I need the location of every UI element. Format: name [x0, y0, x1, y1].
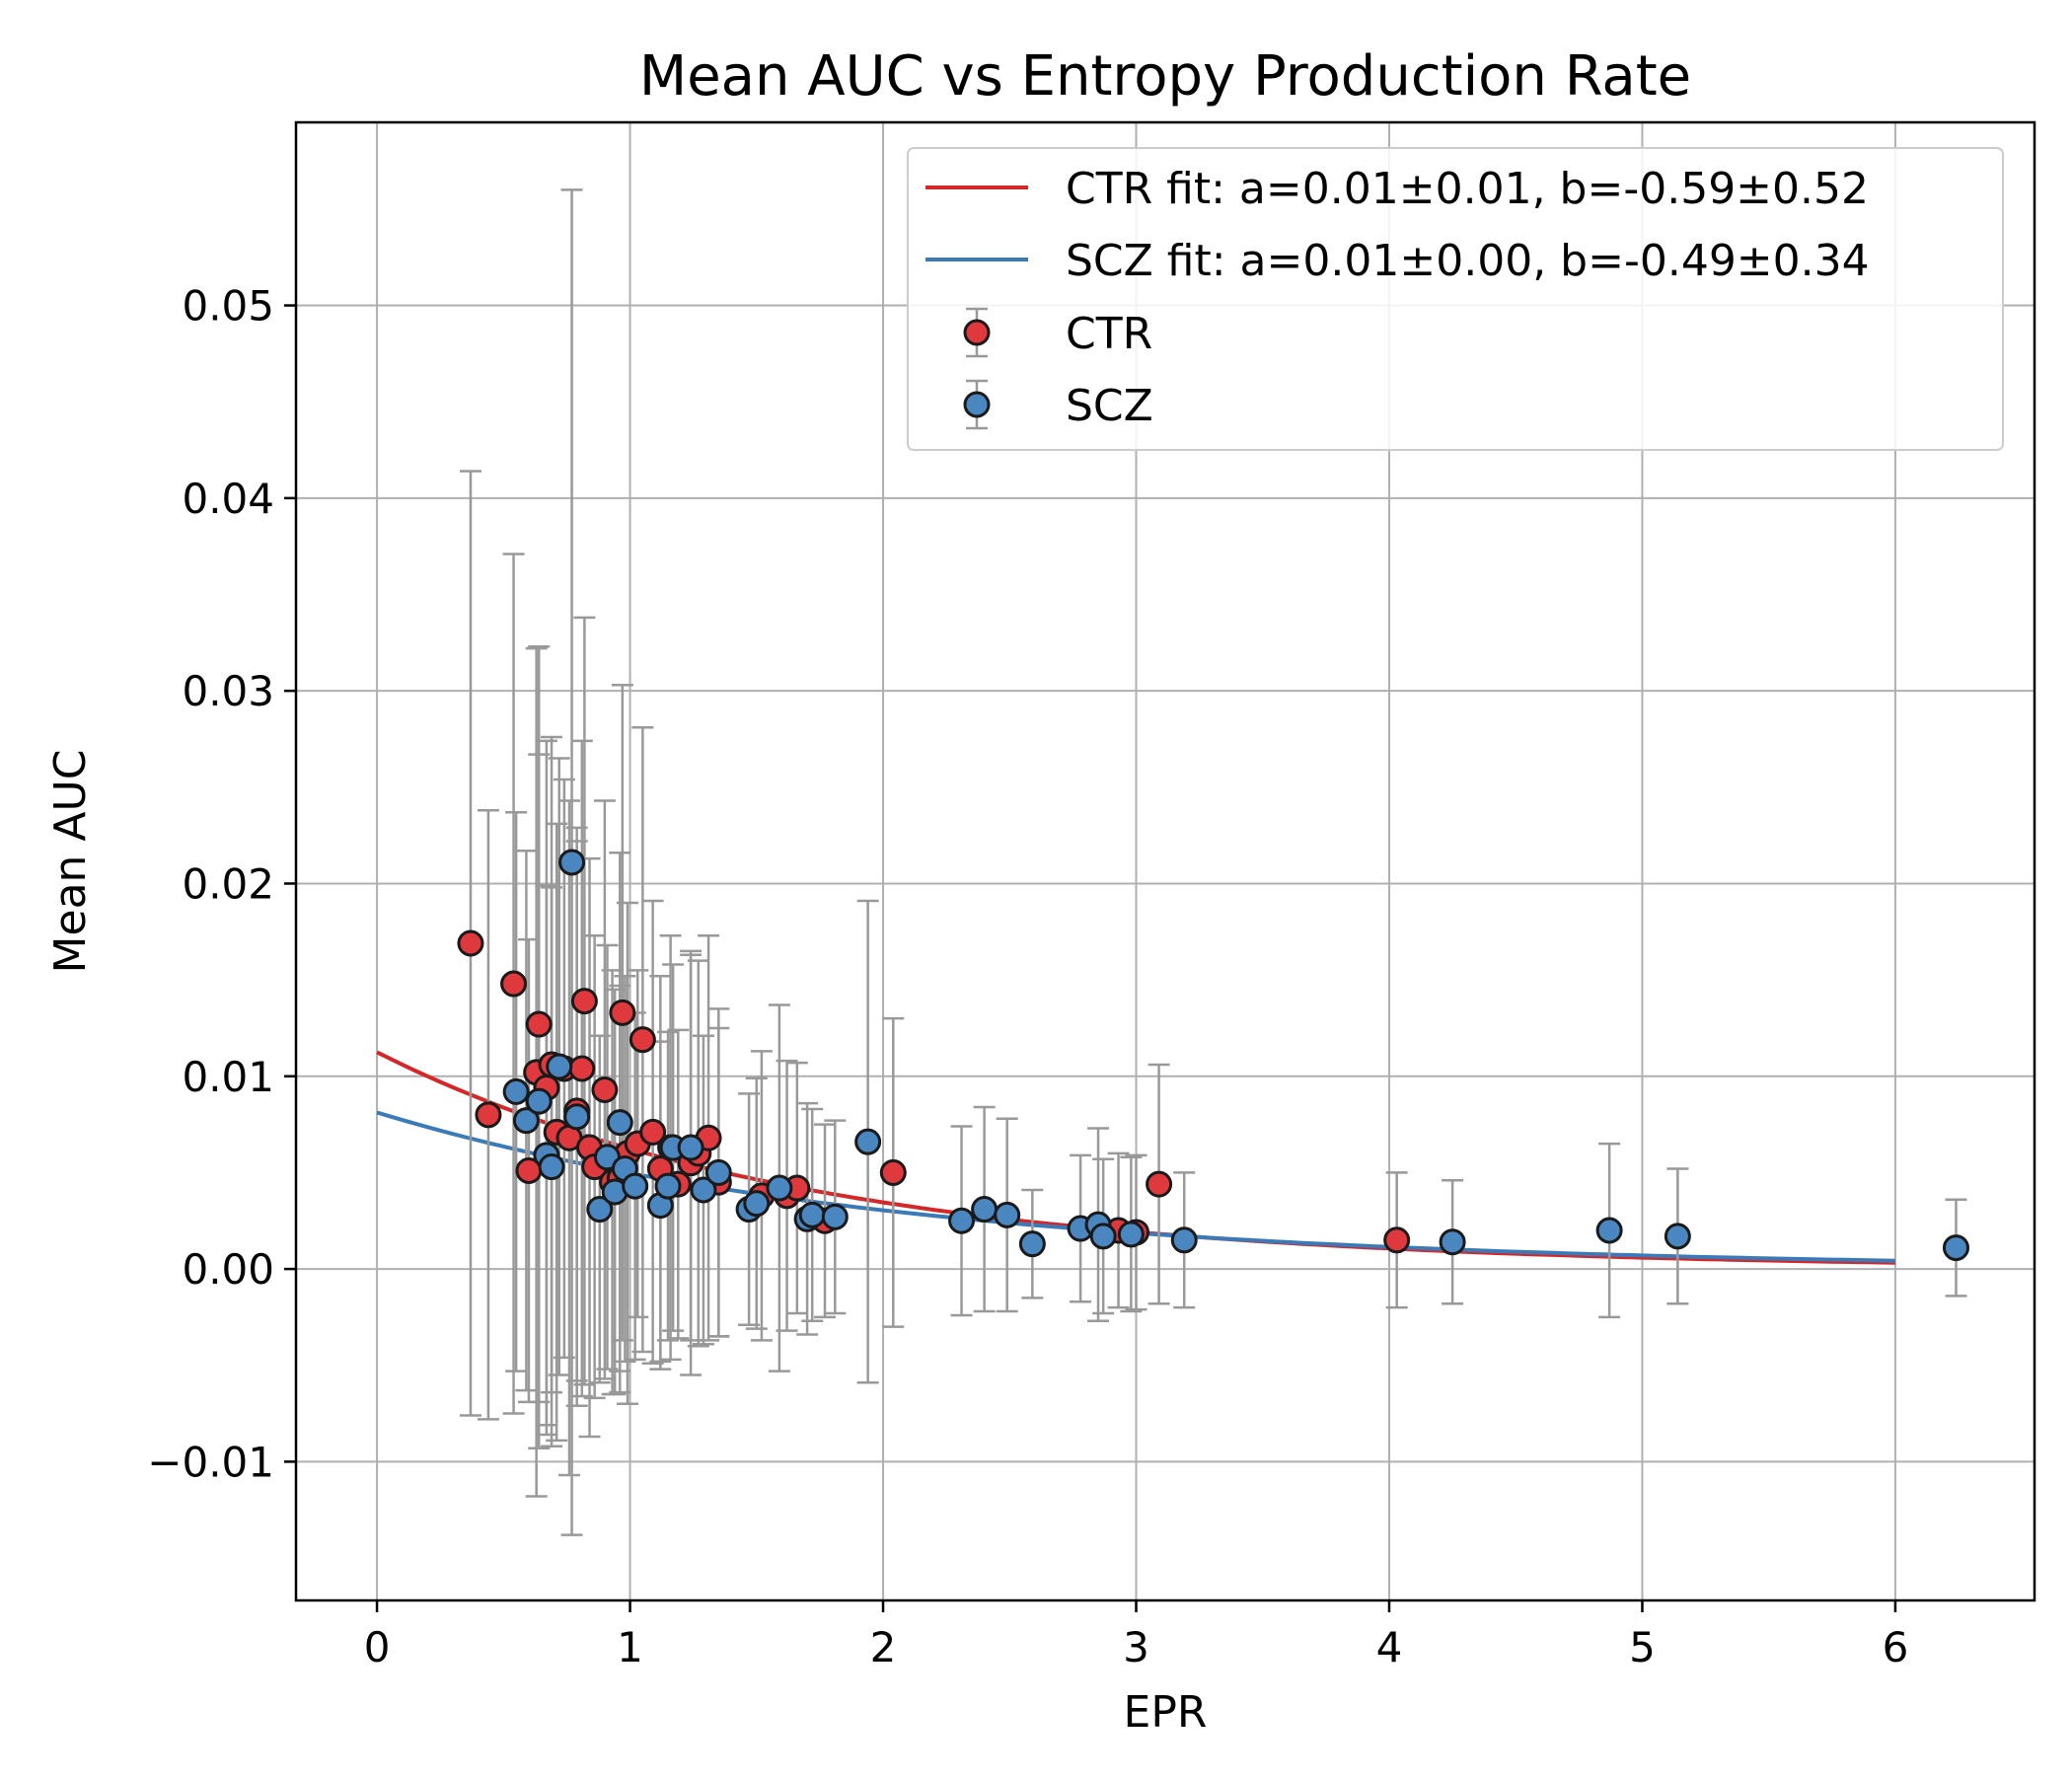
axis-ticks: 0 1 2 3 4 5 6 −0.01 0.00 0.01 0.02 0.03 0.04 0.05: [147, 282, 1908, 1671]
chart-title: Mean AUC vs Entropy Production Rate: [639, 44, 1691, 109]
data-point-ctr: [629, 1026, 656, 1054]
legend-label-ctr: CTR: [1066, 309, 1152, 359]
data-point-ctr: [475, 1101, 502, 1129]
data-point-ctr: [609, 999, 636, 1026]
data-point-ctr: [457, 929, 484, 957]
legend-swatch-scz: [963, 379, 991, 430]
x-axis-label: EPR: [1124, 1687, 1208, 1738]
axes-frame: [294, 120, 2036, 1602]
y-tick-label: 0.03: [182, 667, 274, 715]
data-point-scz: [563, 1103, 591, 1131]
data-point-ctr: [570, 988, 598, 1015]
data-point-ctr: [591, 1076, 619, 1103]
data-point-scz: [854, 1128, 882, 1155]
data-point-scz: [994, 1201, 1021, 1228]
data-point-scz: [677, 1134, 704, 1161]
legend-marker: [963, 391, 991, 418]
x-tick-label: 4: [1376, 1623, 1403, 1671]
legend-marker: [963, 319, 991, 346]
legend: CTR fit: a=0.01±0.01, b=-0.59±0.52 SCZ f…: [907, 147, 2004, 451]
data-points: [457, 849, 1969, 1262]
data-point-scz: [948, 1207, 976, 1234]
x-tick-label: 3: [1123, 1623, 1149, 1671]
y-tick-label: 0.02: [182, 859, 274, 908]
data-point-ctr: [568, 1055, 596, 1082]
legend-box: [907, 147, 2004, 451]
data-point-ctr: [525, 1010, 553, 1038]
data-point-scz: [586, 1196, 614, 1224]
data-point-scz: [654, 1172, 682, 1200]
x-tick-label: 2: [870, 1623, 897, 1671]
data-point-scz: [1595, 1217, 1623, 1244]
x-tick-label: 1: [617, 1623, 643, 1671]
data-point-scz: [546, 1053, 573, 1080]
data-point-scz: [622, 1172, 649, 1200]
y-tick-label: 0.00: [182, 1245, 274, 1294]
data-point-scz: [1664, 1223, 1691, 1250]
data-point-ctr: [500, 970, 528, 998]
y-tick-label: −0.01: [147, 1438, 274, 1486]
data-point-ctr: [879, 1158, 907, 1186]
data-point-scz: [538, 1153, 565, 1181]
data-point-scz: [525, 1087, 553, 1115]
x-tick-label: 6: [1883, 1623, 1909, 1671]
data-point-scz: [690, 1176, 717, 1204]
data-point-ctr: [1146, 1170, 1173, 1198]
data-point-scz: [766, 1174, 793, 1202]
data-point-scz: [558, 849, 586, 876]
data-point-scz: [743, 1190, 771, 1218]
data-point-scz: [606, 1109, 633, 1137]
legend-label-ctr-fit: CTR fit: a=0.01±0.01, b=-0.59±0.52: [1066, 164, 1869, 214]
data-point-ctr: [639, 1118, 667, 1146]
data-point-scz: [1089, 1223, 1117, 1250]
y-tick-label: 0.01: [182, 1053, 274, 1101]
data-point-scz: [512, 1107, 540, 1135]
data-point-scz: [1117, 1221, 1145, 1248]
data-point-scz: [821, 1203, 849, 1230]
data-point-ctr: [1383, 1226, 1411, 1254]
y-tick-label: 0.05: [182, 282, 274, 331]
data-point-scz: [704, 1158, 732, 1186]
x-tick-label: 5: [1629, 1623, 1656, 1671]
legend-label-scz: SCZ: [1066, 381, 1153, 431]
data-point-scz: [502, 1077, 530, 1105]
y-axis-label: Mean AUC: [45, 750, 96, 974]
y-tick-label: 0.04: [182, 475, 274, 523]
legend-swatch-ctr: [963, 307, 991, 358]
data-point-scz: [1439, 1228, 1466, 1256]
data-point-scz: [1170, 1226, 1198, 1254]
data-point-scz: [1018, 1230, 1046, 1258]
legend-label-scz-fit: SCZ fit: a=0.01±0.00, b=-0.49±0.34: [1066, 236, 1870, 286]
data-point-scz: [971, 1196, 999, 1224]
data-point-scz: [1942, 1234, 1969, 1262]
data-point-scz: [798, 1201, 826, 1228]
x-tick-label: 0: [364, 1623, 391, 1671]
